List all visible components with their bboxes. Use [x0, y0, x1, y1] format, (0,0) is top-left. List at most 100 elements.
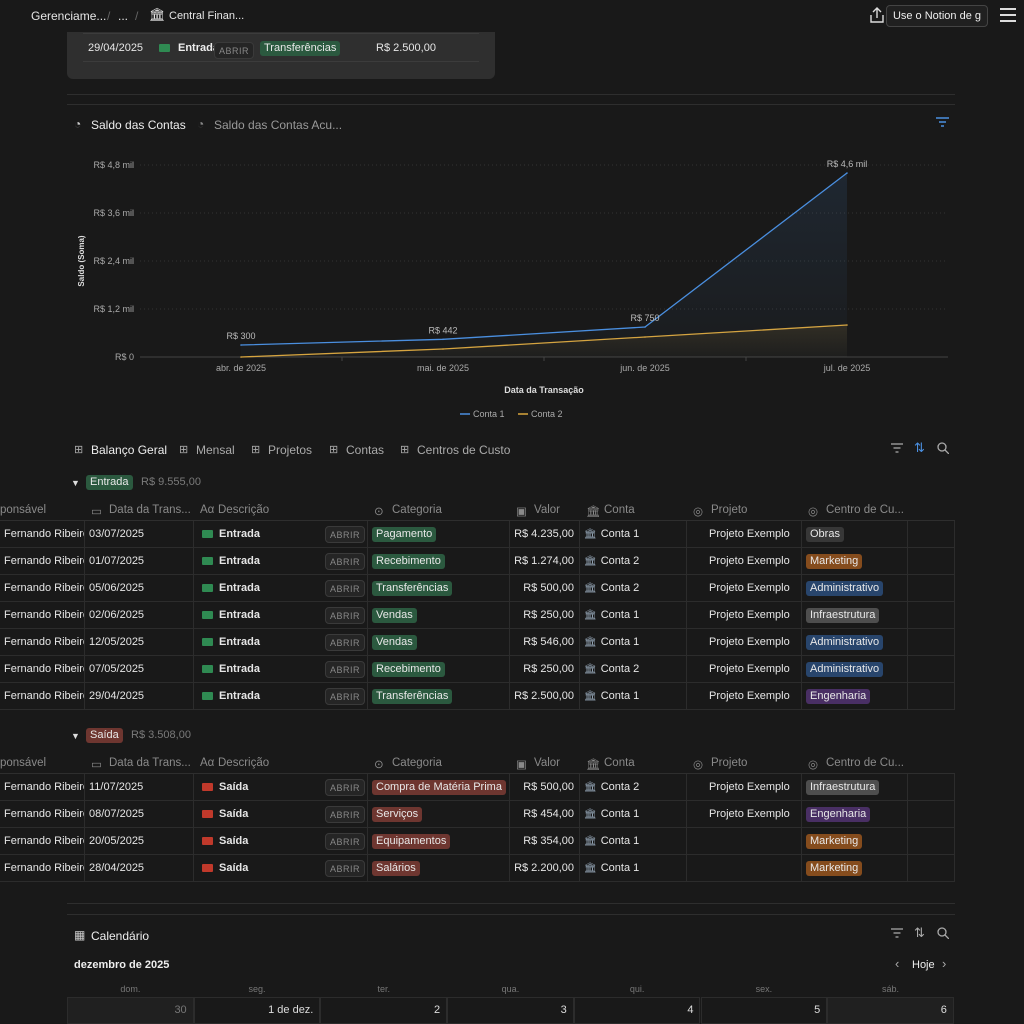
- column-header[interactable]: Data da Trans...: [109, 504, 191, 516]
- project-link[interactable]: Projeto Exemplo: [709, 582, 790, 594]
- table-cell[interactable]: Transferências: [368, 683, 510, 710]
- menu-icon[interactable]: [1000, 8, 1016, 22]
- table-cell[interactable]: Fernando Ribeiro: [0, 602, 85, 629]
- table-cell[interactable]: Projeto Exemplo: [687, 774, 802, 801]
- table-cell[interactable]: R$ 546,00: [510, 629, 580, 656]
- account-link[interactable]: Conta 2: [600, 781, 640, 793]
- chevron-left-icon[interactable]: ‹: [895, 956, 900, 971]
- account-link[interactable]: Conta 1: [600, 862, 640, 874]
- column-header[interactable]: Conta: [604, 504, 635, 516]
- table-cell[interactable]: Entrada ABRIR: [194, 521, 368, 548]
- table-cell[interactable]: [908, 683, 955, 710]
- table-cell[interactable]: [908, 828, 955, 855]
- table-cell[interactable]: 🏛 Conta 1: [580, 683, 687, 710]
- table-cell[interactable]: Projeto Exemplo: [687, 801, 802, 828]
- table-cell[interactable]: 02/06/2025: [85, 602, 194, 629]
- view-tab[interactable]: Contas: [346, 443, 385, 457]
- collapse-toggle-icon[interactable]: ▼: [71, 731, 80, 741]
- table-cell[interactable]: 07/05/2025: [85, 656, 194, 683]
- calendar-title[interactable]: Calendário: [91, 929, 150, 943]
- table-row[interactable]: Fernando Ribeiro 28/04/2025 Saída ABRIR Salá…: [0, 855, 955, 882]
- table-cell[interactable]: Administrativo: [802, 629, 908, 656]
- table-cell[interactable]: 🏛 Conta 2: [580, 656, 687, 683]
- table-cell[interactable]: 05/06/2025: [85, 575, 194, 602]
- table-cell[interactable]: Fernando Ribeiro: [0, 521, 85, 548]
- breadcrumb-item-workspace[interactable]: Gerenciame...: [31, 9, 107, 23]
- table-cell[interactable]: Obras: [802, 521, 908, 548]
- open-button[interactable]: ABRIR: [325, 634, 366, 651]
- table-cell[interactable]: Recebimento: [368, 656, 510, 683]
- open-button[interactable]: ABRIR: [325, 580, 366, 597]
- filter-icon[interactable]: [891, 443, 903, 453]
- table-cell[interactable]: 20/05/2025: [85, 828, 194, 855]
- project-link[interactable]: Projeto Exemplo: [709, 528, 790, 540]
- sort-icon[interactable]: ⇅: [914, 440, 925, 455]
- table-cell[interactable]: Projeto Exemplo: [687, 602, 802, 629]
- account-link[interactable]: Conta 1: [600, 636, 640, 648]
- table-cell[interactable]: Fernando Ribeiro: [0, 774, 85, 801]
- table-cell[interactable]: [908, 548, 955, 575]
- calendar-day[interactable]: 5: [700, 997, 828, 1024]
- open-button[interactable]: ABRIR: [325, 779, 366, 796]
- account-link[interactable]: Conta 1: [600, 528, 640, 540]
- table-row[interactable]: Fernando Ribeiro 03/07/2025 Entrada ABRIR Pa…: [0, 521, 955, 548]
- share-icon[interactable]: [870, 7, 884, 23]
- table-cell[interactable]: Fernando Ribeiro: [0, 656, 85, 683]
- table-cell[interactable]: Serviços: [368, 801, 510, 828]
- table-cell[interactable]: Saída ABRIR: [194, 828, 368, 855]
- table-cell[interactable]: R$ 250,00: [510, 602, 580, 629]
- table-cell[interactable]: Fernando Ribeiro: [0, 575, 85, 602]
- table-cell[interactable]: Projeto Exemplo: [687, 548, 802, 575]
- table-cell[interactable]: Fernando Ribeiro: [0, 548, 85, 575]
- project-link[interactable]: Projeto Exemplo: [709, 636, 790, 648]
- view-tab[interactable]: Centros de Custo: [417, 443, 511, 457]
- table-row[interactable]: Fernando Ribeiro 11/07/2025 Saída ABRIR Comp…: [0, 774, 955, 801]
- table-cell[interactable]: Fernando Ribeiro: [0, 683, 85, 710]
- account-link[interactable]: Conta 2: [600, 555, 640, 567]
- table-cell[interactable]: Projeto Exemplo: [687, 683, 802, 710]
- tab-saldo-acumulado[interactable]: Saldo das Contas Acu...: [214, 118, 343, 132]
- open-button[interactable]: ABRIR: [325, 806, 366, 823]
- table-cell[interactable]: 🏛 Conta 1: [580, 855, 687, 882]
- column-header[interactable]: Centro de Cu...: [826, 757, 904, 769]
- column-header[interactable]: Conta: [604, 757, 635, 769]
- table-cell[interactable]: Projeto Exemplo: [687, 656, 802, 683]
- account-link[interactable]: Conta 1: [600, 690, 640, 702]
- table-cell[interactable]: Infraestrutura: [802, 602, 908, 629]
- table-cell[interactable]: Fernando Ribeiro: [0, 629, 85, 656]
- table-cell[interactable]: [908, 855, 955, 882]
- table-cell[interactable]: Equipamentos: [368, 828, 510, 855]
- filter-icon[interactable]: [936, 117, 949, 127]
- open-button[interactable]: ABRIR: [325, 860, 366, 877]
- table-cell[interactable]: Entrada ABRIR: [194, 575, 368, 602]
- table-cell[interactable]: R$ 2.200,00: [510, 855, 580, 882]
- column-header[interactable]: Categoria: [392, 504, 442, 516]
- table-cell[interactable]: Entrada ABRIR: [194, 602, 368, 629]
- table-cell[interactable]: Entrada ABRIR: [194, 683, 368, 710]
- table-cell[interactable]: [687, 855, 802, 882]
- table-cell[interactable]: 11/07/2025: [85, 774, 194, 801]
- calendar-day[interactable]: 3: [447, 997, 574, 1024]
- table-cell[interactable]: 08/07/2025: [85, 801, 194, 828]
- table-cell[interactable]: Projeto Exemplo: [687, 575, 802, 602]
- account-link[interactable]: Conta 1: [600, 808, 640, 820]
- project-link[interactable]: Projeto Exemplo: [709, 609, 790, 621]
- table-cell[interactable]: Vendas: [368, 629, 510, 656]
- column-header[interactable]: Descrição: [218, 504, 270, 516]
- table-cell[interactable]: 01/07/2025: [85, 548, 194, 575]
- open-button[interactable]: ABRIR: [214, 42, 255, 59]
- table-cell[interactable]: Marketing: [802, 855, 908, 882]
- project-link[interactable]: Projeto Exemplo: [709, 555, 790, 567]
- table-cell[interactable]: R$ 2.500,00: [510, 683, 580, 710]
- table-cell[interactable]: Vendas: [368, 602, 510, 629]
- table-row[interactable]: Fernando Ribeiro 20/05/2025 Saída ABRIR Equi…: [0, 828, 955, 855]
- breadcrumb-item-page[interactable]: Central Finan...: [169, 10, 245, 22]
- calendar-day[interactable]: 6: [827, 997, 954, 1024]
- table-cell[interactable]: Saída ABRIR: [194, 774, 368, 801]
- table-cell[interactable]: Projeto Exemplo: [687, 629, 802, 656]
- table-cell[interactable]: Transferências: [368, 575, 510, 602]
- column-header[interactable]: Data da Trans...: [109, 757, 191, 769]
- table-cell[interactable]: 🏛 Conta 1: [580, 801, 687, 828]
- column-header[interactable]: Valor: [534, 757, 560, 769]
- open-button[interactable]: ABRIR: [325, 688, 366, 705]
